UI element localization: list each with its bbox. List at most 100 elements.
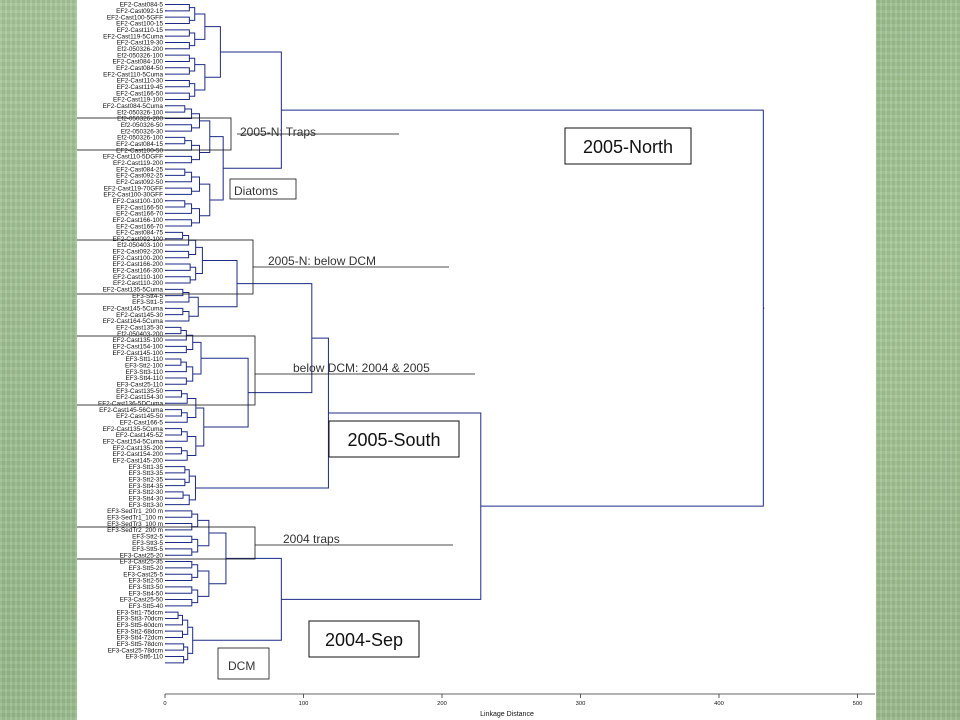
box-dcm-label	[217, 647, 270, 680]
dendrogram-links	[165, 4, 765, 664]
leaf-label: EF2-Cast092-25	[116, 173, 163, 180]
leaf-label: EF3-Stt2-30	[129, 489, 164, 496]
leaf-label: EF2-Cast084-15	[116, 141, 163, 148]
label-2004-traps: 2004 traps	[283, 532, 340, 546]
cluster-box-north	[564, 127, 692, 165]
leaf-label: EF2-Cast119-5Cuma	[103, 33, 163, 40]
dendrogram-link	[165, 171, 193, 183]
leaf-label: EF3-Stt3-35	[129, 470, 164, 477]
dendrogram-link	[165, 491, 184, 499]
dendrogram-link	[165, 124, 193, 132]
leaf-label: EF3-Stt4-110	[125, 375, 163, 382]
leaf-label: Ef2-050403-200	[117, 331, 163, 338]
leaf-label: EF3-Stt3-110	[125, 369, 163, 376]
dendrogram-link	[165, 311, 190, 322]
dendrogram-link	[209, 136, 224, 201]
leaf-label: EF2-Cast166-300	[113, 268, 164, 275]
dendrogram-link	[165, 586, 193, 594]
leaf-label: EF3-Stt4-35	[129, 483, 164, 490]
leaf-label: EF2-Cast145-5Z	[116, 432, 163, 439]
dendrogram-link	[165, 140, 193, 151]
leaf-label: EF3-Stt5-40	[129, 603, 164, 610]
x-tick-label: 500	[853, 701, 863, 707]
leaf-label: EF2-Cast154-100	[113, 344, 164, 351]
leaf-label: EF3-Cast25-78dcm	[108, 647, 163, 654]
leaf-label: EF3-Stt1-75dcm	[116, 609, 163, 616]
leaf-label: EF2-Cast145-5Cuma	[103, 306, 164, 313]
dendrogram-link	[191, 208, 200, 224]
dendrogram-link	[190, 266, 197, 281]
x-tick-label: 300	[576, 701, 586, 707]
dendrogram-link	[165, 599, 193, 607]
leaf-label: EF3-Stt5-78dcm	[116, 641, 163, 648]
dendrogram-link	[165, 494, 190, 506]
leaf-label: EF2-Cast084-25	[116, 166, 163, 173]
cluster-box-south	[328, 420, 460, 458]
leaf-label: EF3-Cast25-5	[123, 571, 163, 578]
leaf-label: EF3-Stt4-30	[129, 495, 164, 502]
dendrogram-link	[165, 478, 186, 487]
leaf-label: EF2-Cast136-5DCuma	[98, 400, 163, 407]
dendrogram-link	[195, 407, 205, 447]
leaf-label: EF2-Cast154-5Cuma	[103, 438, 164, 445]
dendrogram-link	[165, 288, 184, 297]
leaf-label: EF3-Stt1-35	[129, 464, 164, 471]
dendrogram-link	[191, 113, 200, 129]
leaf-label: EF2-Cast135-100	[113, 337, 164, 344]
leaf-label: EF2-Cast084-100	[113, 59, 164, 66]
leaf-label: Ef2-050326-200	[117, 46, 163, 53]
cluster-label-north: 2005-North	[583, 137, 673, 157]
x-tick-label: 0	[163, 701, 166, 707]
dendrogram-link	[165, 329, 187, 341]
leaf-label: EF3-SedTr3_100 m	[107, 521, 163, 528]
x-tick-label: 200	[437, 701, 447, 707]
dendrogram-link	[165, 92, 190, 100]
label-dcm: DCM	[228, 659, 255, 673]
box-2004-traps	[77, 526, 256, 560]
dendrogram-link	[165, 231, 184, 240]
dendrogram-link	[165, 108, 193, 119]
leaf-label: EF3-Stt1-5	[132, 299, 163, 306]
dendrogram-link	[165, 358, 182, 366]
leaf-label: EF3-Stt4-50	[129, 590, 164, 597]
leaf-label: EF3-Cast25-35	[120, 559, 164, 566]
leaf-label: EF3-Stt3-5	[132, 540, 163, 547]
dendrogram-link	[208, 532, 227, 585]
dendrogram-link	[165, 276, 191, 284]
dendrogram-link	[165, 155, 193, 164]
leaf-label: EF2-Cast110-100	[113, 274, 163, 281]
leaf-label: Ef2-050403-100	[117, 242, 163, 249]
leaf-label: EF3-Cast25-110	[117, 382, 164, 389]
leaf-label: EF3-Stt2-35	[129, 476, 164, 483]
dendrogram-link	[182, 619, 189, 635]
leaf-label: EF2-Cast084-5Cuma	[103, 103, 164, 110]
leaf-label: EF2-Cast100-15	[116, 21, 163, 28]
leaf-label: EF2-Cast100-50	[116, 147, 163, 154]
dendrogram-link	[198, 259, 238, 308]
leaf-label: EF2-Cast166-50	[116, 204, 163, 211]
dendrogram-link	[165, 377, 187, 385]
dendrogram-link	[192, 341, 202, 375]
dendrogram-link	[189, 7, 196, 21]
leaf-label: EF2-Cast119-30	[117, 40, 164, 47]
dendrogram-link	[165, 41, 190, 50]
box-below-dcm-2004-2005	[77, 335, 256, 406]
leaf-label: EF2-Cast135-30	[116, 325, 163, 332]
dendrogram-link	[186, 366, 194, 382]
dendrogram-link	[197, 519, 210, 547]
leaf-label: EF3-Stt3-50	[129, 584, 164, 591]
leaf-label: Ef2-050326-100	[117, 109, 163, 116]
leaf-label: EF2-Cast145-30	[116, 312, 163, 319]
dendrogram-link	[165, 345, 187, 354]
cluster-label-sep: 2004-Sep	[325, 630, 403, 650]
leaf-label: EF2-Cast110-200	[113, 280, 163, 287]
leaf-label: EF2-Cast135-5Cuma	[103, 287, 164, 294]
leaf-label: EF3-Stt3-70dcm	[116, 616, 163, 623]
leaf-label: EF2-Cast164-5Cuma	[103, 318, 164, 325]
leaf-label: EF2-Cast100-5GFF	[107, 14, 163, 21]
dendrogram-link	[165, 431, 188, 442]
label-below-dcm-2004-2005: below DCM: 2004 & 2005	[293, 361, 430, 375]
dendrogram-link	[189, 32, 196, 47]
dendrogram-link	[165, 105, 186, 113]
x-axis-title: Linkage Distance	[480, 711, 534, 718]
